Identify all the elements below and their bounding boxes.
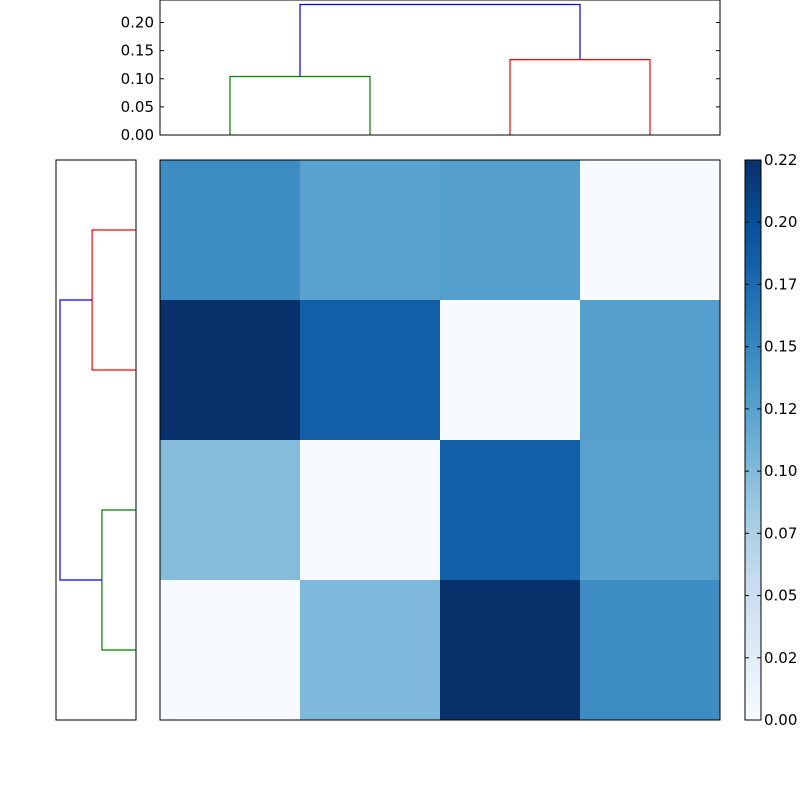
colorbar-tick-label: 0.22 bbox=[764, 151, 797, 169]
colorbar-gradient bbox=[745, 160, 761, 720]
heatmap-cell bbox=[580, 440, 721, 581]
left-dendrogram bbox=[55, 159, 137, 721]
left-dendrogram-link bbox=[101, 509, 136, 651]
heatmap-cell bbox=[300, 440, 441, 581]
heatmap-cell bbox=[440, 440, 581, 581]
heatmap-cell bbox=[580, 300, 721, 441]
colorbar-tick-label: 0.12 bbox=[764, 400, 797, 418]
heatmap-cell bbox=[440, 160, 581, 301]
top-dendrogram-link bbox=[299, 3, 581, 77]
heatmap-cell bbox=[300, 580, 441, 721]
colorbar-tick-label: 0.07 bbox=[764, 524, 797, 542]
top-dendrogram-ytick-label: 0.20 bbox=[121, 14, 154, 32]
top-dendrogram-frame bbox=[159, 0, 721, 136]
top-dendrogram-link bbox=[229, 75, 371, 135]
heatmap-cell bbox=[440, 580, 581, 721]
left-dendrogram-frame bbox=[55, 159, 137, 721]
top-dendrogram-ytick-label: 0.00 bbox=[121, 126, 154, 144]
heatmap-cell bbox=[440, 300, 581, 441]
colorbar-tick-label: 0.02 bbox=[764, 649, 797, 667]
heatmap-cell bbox=[300, 160, 441, 301]
top-dendrogram-ytick-label: 0.10 bbox=[121, 70, 154, 88]
colorbar-tick-label: 0.20 bbox=[764, 213, 797, 231]
heatmap-cell bbox=[300, 300, 441, 441]
heatmap-cell bbox=[580, 580, 721, 721]
colorbar-tick-label: 0.17 bbox=[764, 275, 797, 293]
top-dendrogram-ytick-label: 0.05 bbox=[121, 98, 154, 116]
colorbar: 0.00 0.02 0.05 0.07 0.10 0.12 0.15 0.17 0.20 0.22 bbox=[744, 151, 797, 729]
heatmap-cell bbox=[160, 300, 301, 441]
heatmap-cell bbox=[160, 440, 301, 581]
heatmap-cell bbox=[160, 160, 301, 301]
heatmap bbox=[159, 159, 721, 721]
heatmap-cell bbox=[160, 580, 301, 721]
left-dendrogram-link bbox=[91, 229, 136, 371]
colorbar-frame bbox=[744, 159, 762, 721]
colorbar-tick-label: 0.05 bbox=[764, 587, 797, 605]
left-dendrogram-link bbox=[59, 299, 102, 581]
colorbar-tick-label: 0.00 bbox=[764, 711, 797, 729]
colorbar-tick-label: 0.15 bbox=[764, 338, 797, 356]
top-dendrogram-link bbox=[509, 59, 651, 135]
heatmap-cell bbox=[580, 160, 721, 301]
top-dendrogram: 0.00 0.05 0.10 0.15 0.20 bbox=[121, 0, 721, 144]
heatmap-frame bbox=[159, 159, 721, 721]
top-dendrogram-ytick-label: 0.15 bbox=[121, 42, 154, 60]
colorbar-tick-label: 0.10 bbox=[764, 462, 797, 480]
